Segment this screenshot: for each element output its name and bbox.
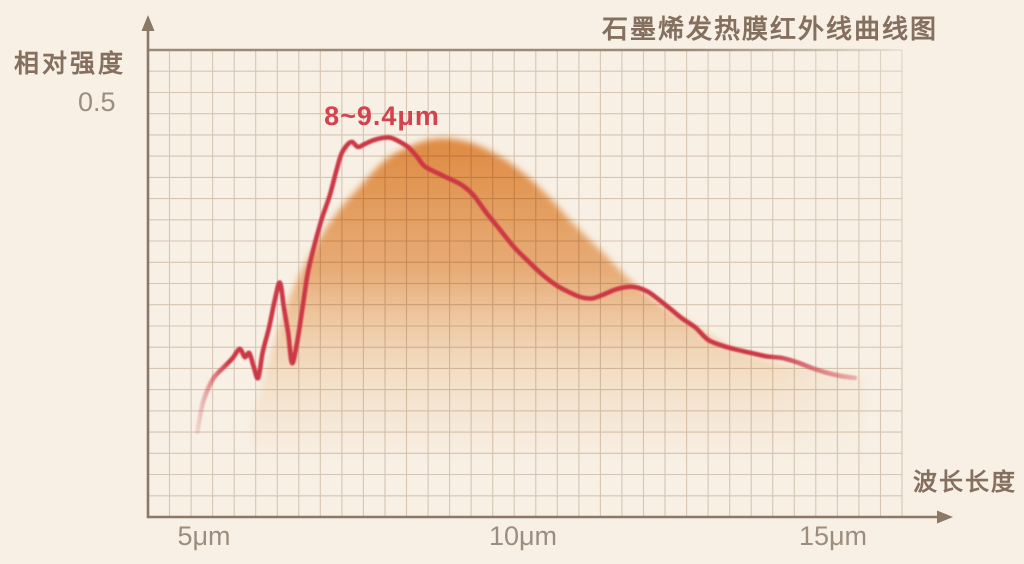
curve-layer [194,135,858,434]
axes [141,15,953,524]
chart-title: 石墨烯发热膜红外线曲线图 [601,14,939,44]
x-axis-arrow-icon [937,510,953,524]
x-axis-tick-15um: 15μm [798,521,868,551]
y-axis-label: 相对强度 [14,50,127,78]
peak-range-annotation: 8~9.4μm [324,101,440,131]
x-axis-tick-10um: 10μm [488,521,558,551]
y-axis-arrow-icon [141,15,155,31]
x-axis-label: 波长长度 [913,469,1017,496]
x-axis-tick-5um: 5μm [177,521,231,551]
y-axis-tick-05: 0.5 [78,87,116,117]
